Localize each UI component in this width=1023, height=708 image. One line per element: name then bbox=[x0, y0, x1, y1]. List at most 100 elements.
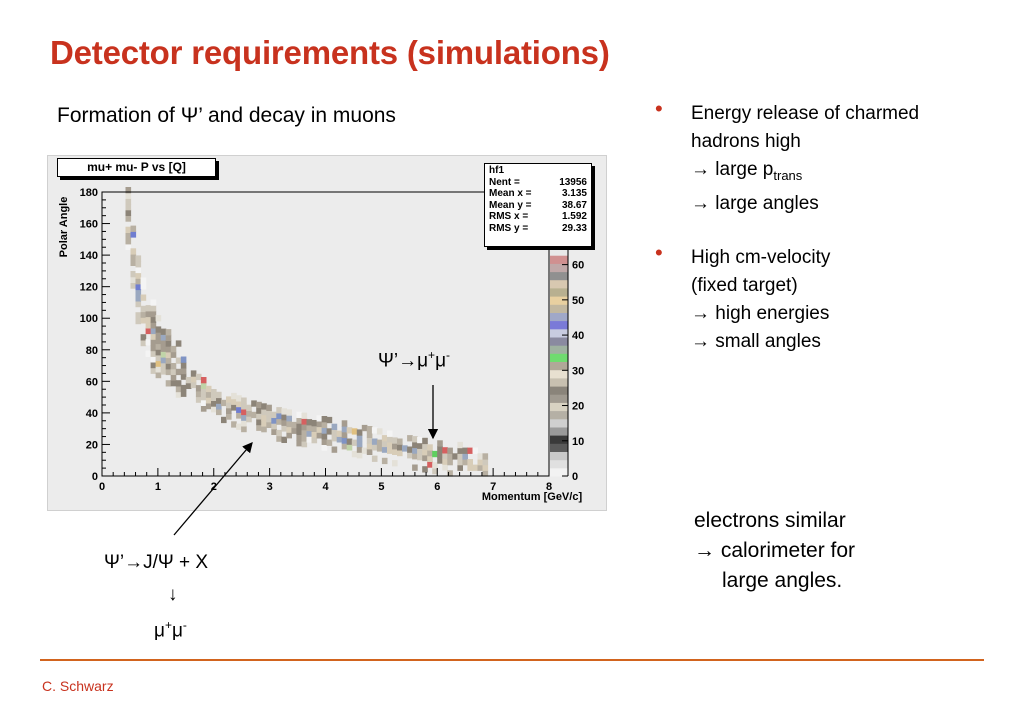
heatmap-cell bbox=[231, 398, 237, 405]
heatmap-cell bbox=[261, 403, 267, 410]
bullet-line: hadrons high bbox=[691, 131, 801, 152]
heatmap-cell bbox=[296, 417, 302, 424]
heatmap-cell bbox=[482, 470, 489, 477]
heatmap-cell bbox=[417, 436, 423, 444]
heatmap-cell bbox=[316, 415, 323, 422]
heatmap-cell bbox=[306, 419, 313, 426]
plot-caption: Formation of Ψ’ and decay in muons bbox=[57, 104, 396, 127]
heatmap-cell bbox=[371, 444, 378, 451]
heatmap-cell bbox=[281, 419, 287, 426]
z-tick-label: 20 bbox=[572, 401, 584, 413]
heatmap-cell bbox=[366, 431, 373, 438]
heatmap-cell bbox=[200, 377, 207, 384]
heatmap-cell bbox=[195, 390, 202, 398]
heatmap-cell bbox=[341, 437, 348, 444]
heatmap-cell bbox=[392, 460, 398, 467]
heatmap-cell bbox=[462, 459, 468, 466]
heatmap-cell bbox=[427, 450, 433, 457]
heatmap-cell bbox=[135, 289, 142, 296]
heatmap-cell bbox=[165, 368, 172, 376]
palette-band bbox=[550, 377, 568, 387]
heatmap-cell bbox=[321, 438, 328, 445]
heatmap-cell bbox=[467, 447, 473, 454]
heatmap-cell bbox=[216, 408, 222, 416]
heatmap-cell bbox=[155, 371, 162, 379]
palette-band bbox=[550, 312, 568, 322]
stat-label: RMS y = bbox=[489, 222, 529, 234]
heatmap-cell bbox=[150, 327, 157, 335]
heatmap-cell bbox=[301, 441, 308, 448]
palette-band bbox=[550, 328, 568, 338]
heatmap-cell bbox=[276, 429, 282, 437]
heatmap-cell bbox=[256, 424, 262, 431]
stat-value: 38.67 bbox=[561, 199, 587, 211]
palette-band bbox=[550, 279, 568, 289]
heatmap-cell bbox=[140, 283, 147, 290]
heatmap-cell bbox=[165, 357, 172, 364]
heatmap-cell bbox=[155, 360, 162, 367]
heatmap-cell bbox=[180, 362, 187, 369]
heatmap-cell bbox=[266, 410, 272, 417]
heatmap-cell bbox=[286, 415, 292, 422]
heatmap-cell bbox=[140, 334, 147, 341]
stat-label: Mean x = bbox=[489, 188, 532, 200]
heatmap-cell bbox=[231, 392, 237, 400]
heatmap-cell bbox=[276, 435, 282, 442]
heatmap-cell bbox=[301, 435, 308, 442]
heatmap-cell bbox=[397, 444, 403, 451]
electrons-note: electrons similar → calorimeter for larg… bbox=[694, 506, 855, 596]
heatmap-cell bbox=[397, 449, 403, 457]
color-palette: 0 10 20 30 40 50 60 bbox=[550, 247, 584, 483]
heatmap-cell bbox=[165, 340, 172, 347]
x-tick-label: 4 bbox=[322, 481, 329, 493]
decay-text: Ψ’→μ bbox=[378, 350, 429, 372]
heatmap-cell bbox=[432, 462, 438, 469]
heatmap-cell bbox=[381, 435, 388, 442]
heatmap-cell bbox=[376, 428, 383, 435]
heatmap-cell bbox=[190, 381, 197, 389]
down-arrow-glyph: ↓ bbox=[168, 584, 178, 605]
heatmap-cell bbox=[381, 446, 388, 453]
heatmap-cell bbox=[371, 455, 378, 462]
stat-row: Nent = 13956 bbox=[489, 177, 587, 189]
heatmap-cell bbox=[457, 459, 463, 466]
heatmap-cell bbox=[195, 396, 202, 403]
x-tick-label: 1 bbox=[155, 481, 161, 493]
superscript: + bbox=[428, 348, 436, 362]
plot-title: mu+ mu- P vs [Q] bbox=[57, 158, 216, 177]
heatmap-cell bbox=[150, 310, 157, 318]
heatmap-cell bbox=[351, 451, 358, 458]
heatmap-cell bbox=[135, 278, 142, 285]
heatmap-cell bbox=[170, 351, 177, 358]
bullet-line: → high energies bbox=[691, 302, 830, 324]
heatmap-cell bbox=[336, 430, 343, 437]
heatmap-cell bbox=[311, 420, 318, 427]
heatmap-cell bbox=[135, 266, 142, 274]
bullet-item: • Energy release of charmed hadrons high… bbox=[655, 96, 995, 218]
y-axis-label: Polar Angle bbox=[58, 197, 70, 258]
superscript: - bbox=[446, 348, 451, 362]
heatmap-cell bbox=[422, 466, 428, 473]
heatmap-cell bbox=[432, 450, 438, 458]
heatmap-cell bbox=[462, 453, 468, 460]
heatmap-cell bbox=[462, 447, 468, 454]
heatmap-cell bbox=[271, 428, 277, 435]
heatmap-cell bbox=[427, 455, 433, 462]
heatmap-cell bbox=[231, 421, 237, 428]
heatmap-cell bbox=[336, 436, 343, 443]
palette-band bbox=[550, 435, 568, 444]
heatmap-cell bbox=[241, 403, 247, 410]
z-tick-label: 60 bbox=[572, 260, 584, 272]
y-tick-label: 140 bbox=[80, 250, 98, 262]
heatmap-cell bbox=[130, 259, 137, 266]
heatmap-cell bbox=[170, 374, 177, 381]
heatmap-cell bbox=[226, 396, 232, 403]
bullet-line: Energy release of charmed bbox=[691, 103, 920, 124]
palette-band bbox=[550, 386, 568, 395]
palette-band bbox=[550, 418, 568, 428]
bullet-dot-icon: • bbox=[655, 96, 663, 121]
heatmap-cell bbox=[447, 470, 453, 477]
heatmap-cell bbox=[200, 399, 207, 406]
heatmap-cell bbox=[321, 421, 328, 428]
heatmap-cell bbox=[236, 406, 242, 413]
